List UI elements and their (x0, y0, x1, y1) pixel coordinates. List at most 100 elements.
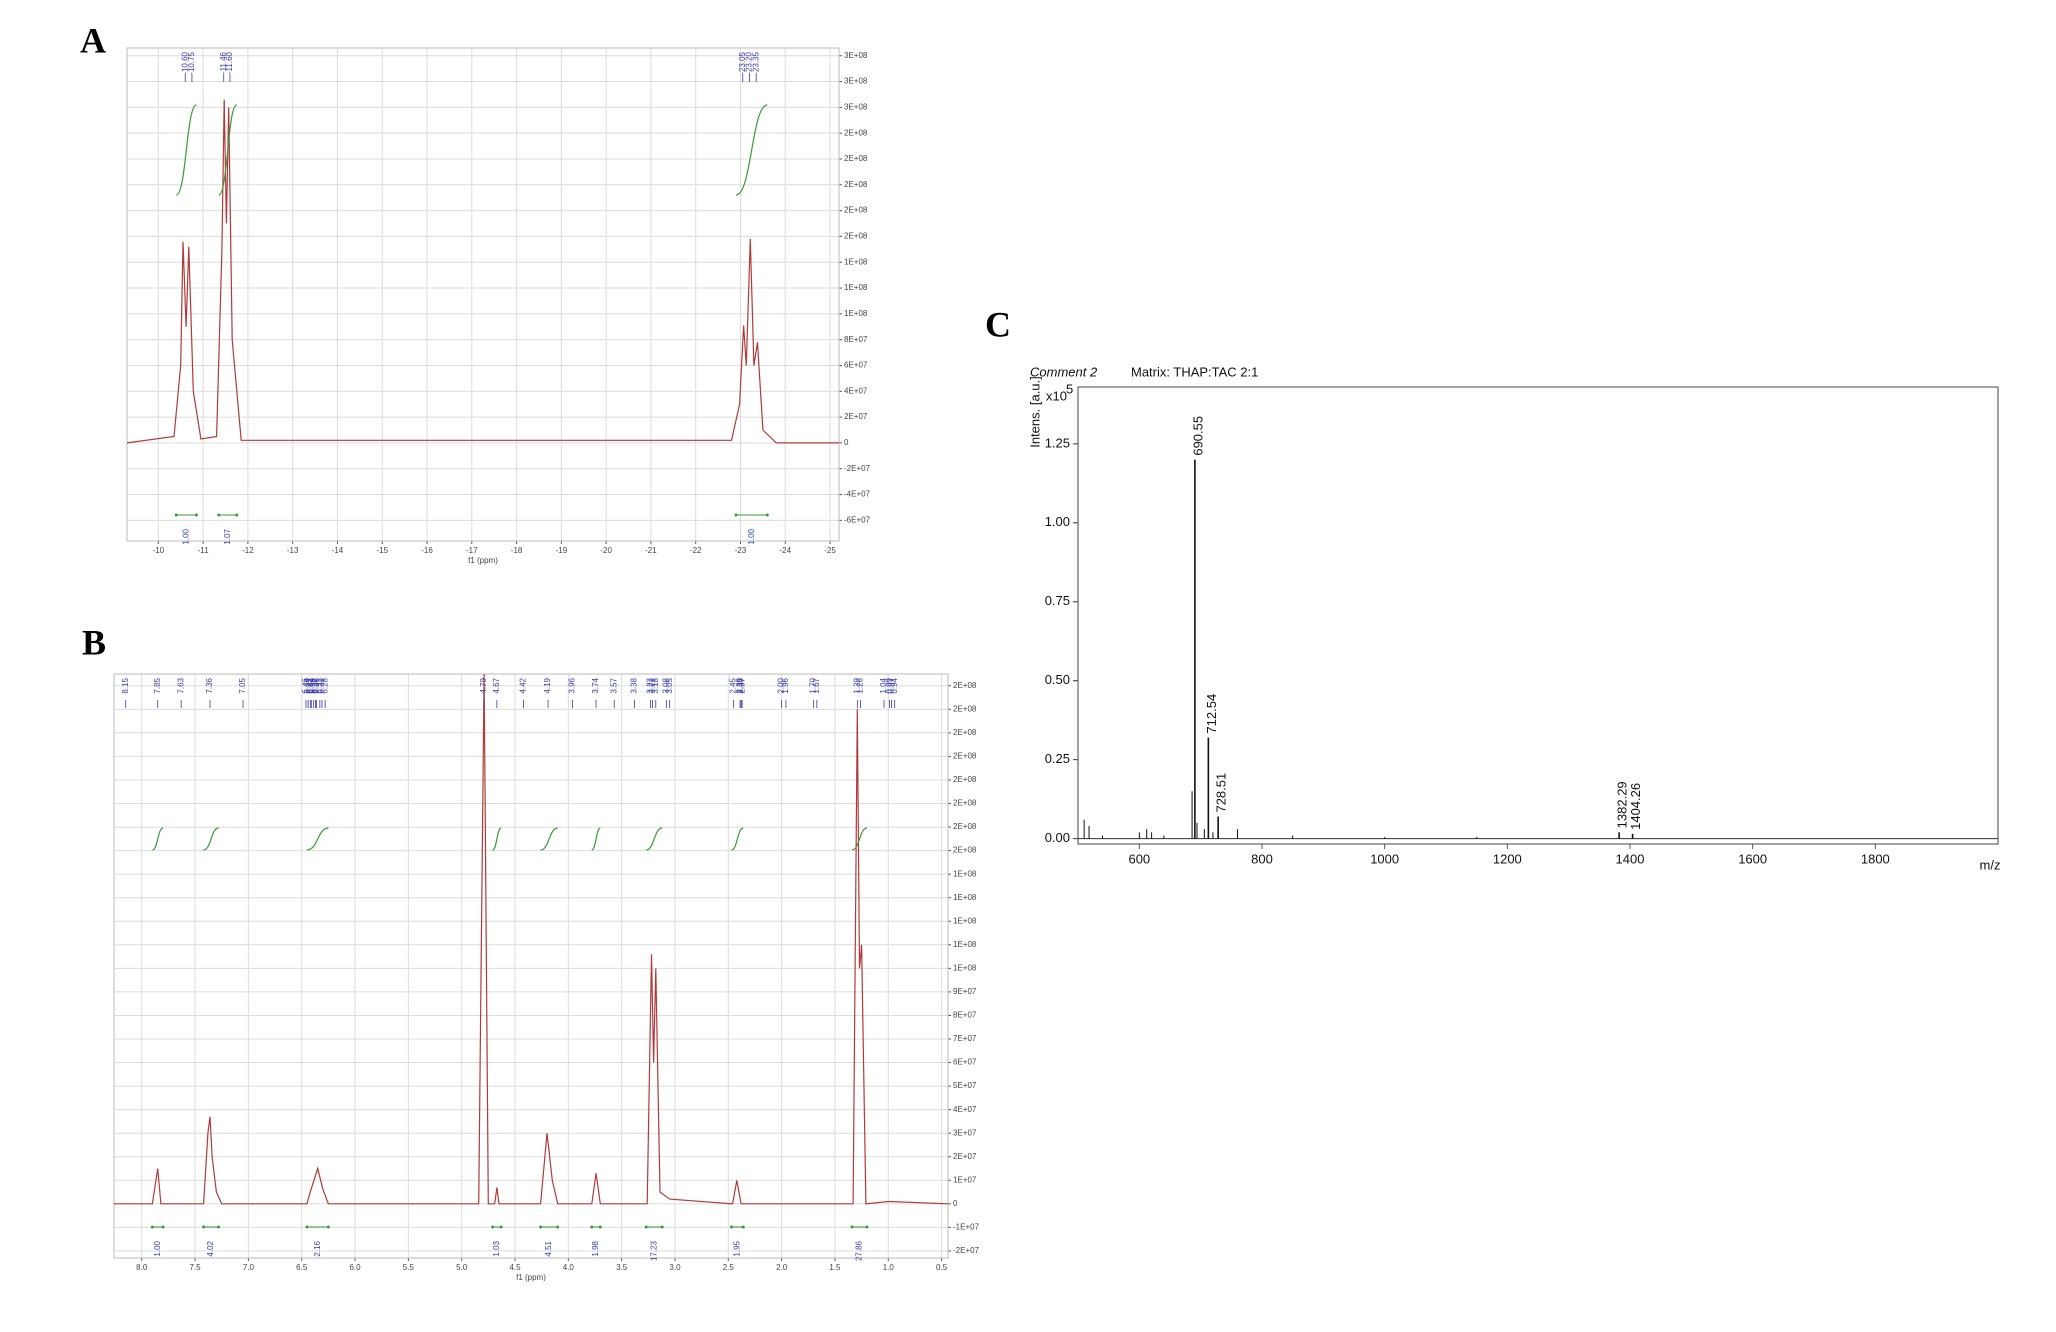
x-tick-label: 3.0 (669, 1263, 681, 1272)
peak-label: 6.36 (312, 677, 321, 693)
y-tick-label: 0 (953, 1199, 958, 1208)
integral-curve (735, 104, 768, 196)
y-tick-label: 2E+08 (953, 728, 977, 737)
x-tick-label: -20 (600, 546, 612, 555)
x-tick-label: 0.5 (936, 1263, 948, 1272)
y-tick-label: 1E+08 (953, 893, 977, 902)
integral-label: 4.02 (206, 1240, 215, 1256)
integral-end (326, 1225, 330, 1229)
y-scale-exponent: 5 (1066, 381, 1073, 396)
integral-end (491, 1225, 495, 1229)
y-tick-label: 4E+07 (844, 386, 868, 395)
peak-label: 1.96 (781, 677, 790, 693)
x-tick-label: 800 (1251, 851, 1273, 866)
integral-curve (591, 827, 601, 851)
y-tick-label: 1E+08 (844, 309, 868, 318)
y-tick-label: 9E+07 (953, 987, 977, 996)
peak-label: 0.97 (887, 677, 896, 693)
peak-label: 1.70 (809, 677, 818, 693)
peak-label: 6.33 (315, 677, 324, 693)
peak-label: 4.19 (543, 677, 552, 693)
integral-end (217, 1225, 221, 1229)
y-tick-label: 1E+08 (844, 257, 868, 266)
peak-label: -23.35 (751, 51, 760, 74)
spectrum-line (126, 99, 839, 444)
y-tick-label: 3E+08 (844, 102, 868, 111)
peak-label: 2.45 (729, 677, 738, 693)
x-tick-label: -13 (287, 546, 299, 555)
x-tick-label: 6.0 (349, 1263, 361, 1272)
x-tick-label: -14 (332, 546, 344, 555)
peak-label: 6.44 (303, 677, 312, 693)
peak-label: 4.42 (519, 677, 528, 693)
y-tick-label: -4E+07 (844, 490, 871, 499)
integral-curve (203, 827, 219, 851)
panel-label: B (82, 622, 106, 662)
peak-label: 6.42 (305, 677, 314, 693)
peak-label: 1404.26 (1628, 783, 1643, 830)
integral-curve (218, 104, 238, 196)
y-tick-label: 1E+08 (953, 963, 977, 972)
x-tick-label: 1400 (1616, 851, 1645, 866)
x-tick-label: -10 (153, 546, 165, 555)
chart-title: Comment 2 (1030, 364, 1098, 379)
integral-label: 1.95 (732, 1240, 741, 1256)
plot-frame (126, 47, 840, 542)
x-tick-label: 2.0 (776, 1263, 788, 1272)
peak-label: 3.08 (662, 677, 671, 693)
y-tick-label: 1E+08 (844, 283, 868, 292)
chart-subtitle: Matrix: THAP:TAC 2:1 (1131, 364, 1258, 379)
x-tick-label: 8.0 (136, 1263, 148, 1272)
integral-end (644, 1225, 648, 1229)
peak-label: 6.37 (311, 677, 320, 693)
peak-label: -11.46 (219, 51, 228, 74)
integral-label: 4.51 (544, 1240, 553, 1256)
y-tick-label: 5E+07 (953, 1081, 977, 1090)
x-tick-label: 1.5 (829, 1263, 841, 1272)
integral-label: 1.07 (223, 528, 232, 544)
integral-end (598, 1225, 602, 1229)
integral-curve (152, 827, 164, 851)
peak-label: 7.63 (176, 677, 185, 693)
x-tick-label: -18 (511, 546, 523, 555)
peak-label: -10.75 (187, 51, 196, 74)
peak-label: 1382.29 (1615, 781, 1630, 828)
integral-end (660, 1225, 664, 1229)
integral-end (235, 513, 239, 517)
x-tick-label: 7.5 (189, 1263, 201, 1272)
y-tick-label: 2E+08 (953, 822, 977, 831)
y-tick-label: -2E+07 (844, 464, 871, 473)
y-tick-label: 2E+07 (953, 1152, 977, 1161)
y-tick-label: 2E+08 (953, 681, 977, 690)
integral-end (850, 1225, 854, 1229)
integral-end (305, 1225, 309, 1229)
peak-label: 6.39 (309, 677, 318, 693)
y-tick-label: 1E+07 (953, 1175, 977, 1184)
x-tick-label: 2.5 (723, 1263, 735, 1272)
integral-curve (175, 104, 197, 196)
y-tick-label: 2E+08 (953, 846, 977, 855)
peak-label: 3.21 (648, 677, 657, 693)
x-tick-label: -22 (690, 546, 702, 555)
plot-frame (113, 673, 949, 1259)
peak-label: 1.67 (812, 677, 821, 693)
y-tick-label: 0.50 (1045, 672, 1070, 687)
integral-label: 1.00 (181, 528, 190, 544)
y-tick-label: 0.25 (1045, 751, 1070, 766)
x-tick-label: -25 (824, 546, 836, 555)
integral-end (765, 513, 769, 517)
y-tick-label: 0.75 (1045, 593, 1070, 608)
peak-label: 2.37 (737, 677, 746, 693)
peak-label: 6.41 (306, 677, 315, 693)
x-tick-label: 1600 (1738, 851, 1767, 866)
integral-end (730, 1225, 734, 1229)
y-axis-label: Intens. [a.u.] (1027, 376, 1042, 448)
y-tick-label: 8E+07 (953, 1011, 977, 1020)
y-tick-label: 0.00 (1045, 830, 1070, 845)
y-tick-label: -6E+07 (844, 515, 871, 524)
spectrum-line (114, 673, 949, 1205)
peak-label: 6.31 (317, 677, 326, 693)
peak-label: -23.05 (738, 51, 747, 74)
y-tick-label: 2E+08 (844, 128, 868, 137)
y-tick-label: 1E+08 (953, 916, 977, 925)
